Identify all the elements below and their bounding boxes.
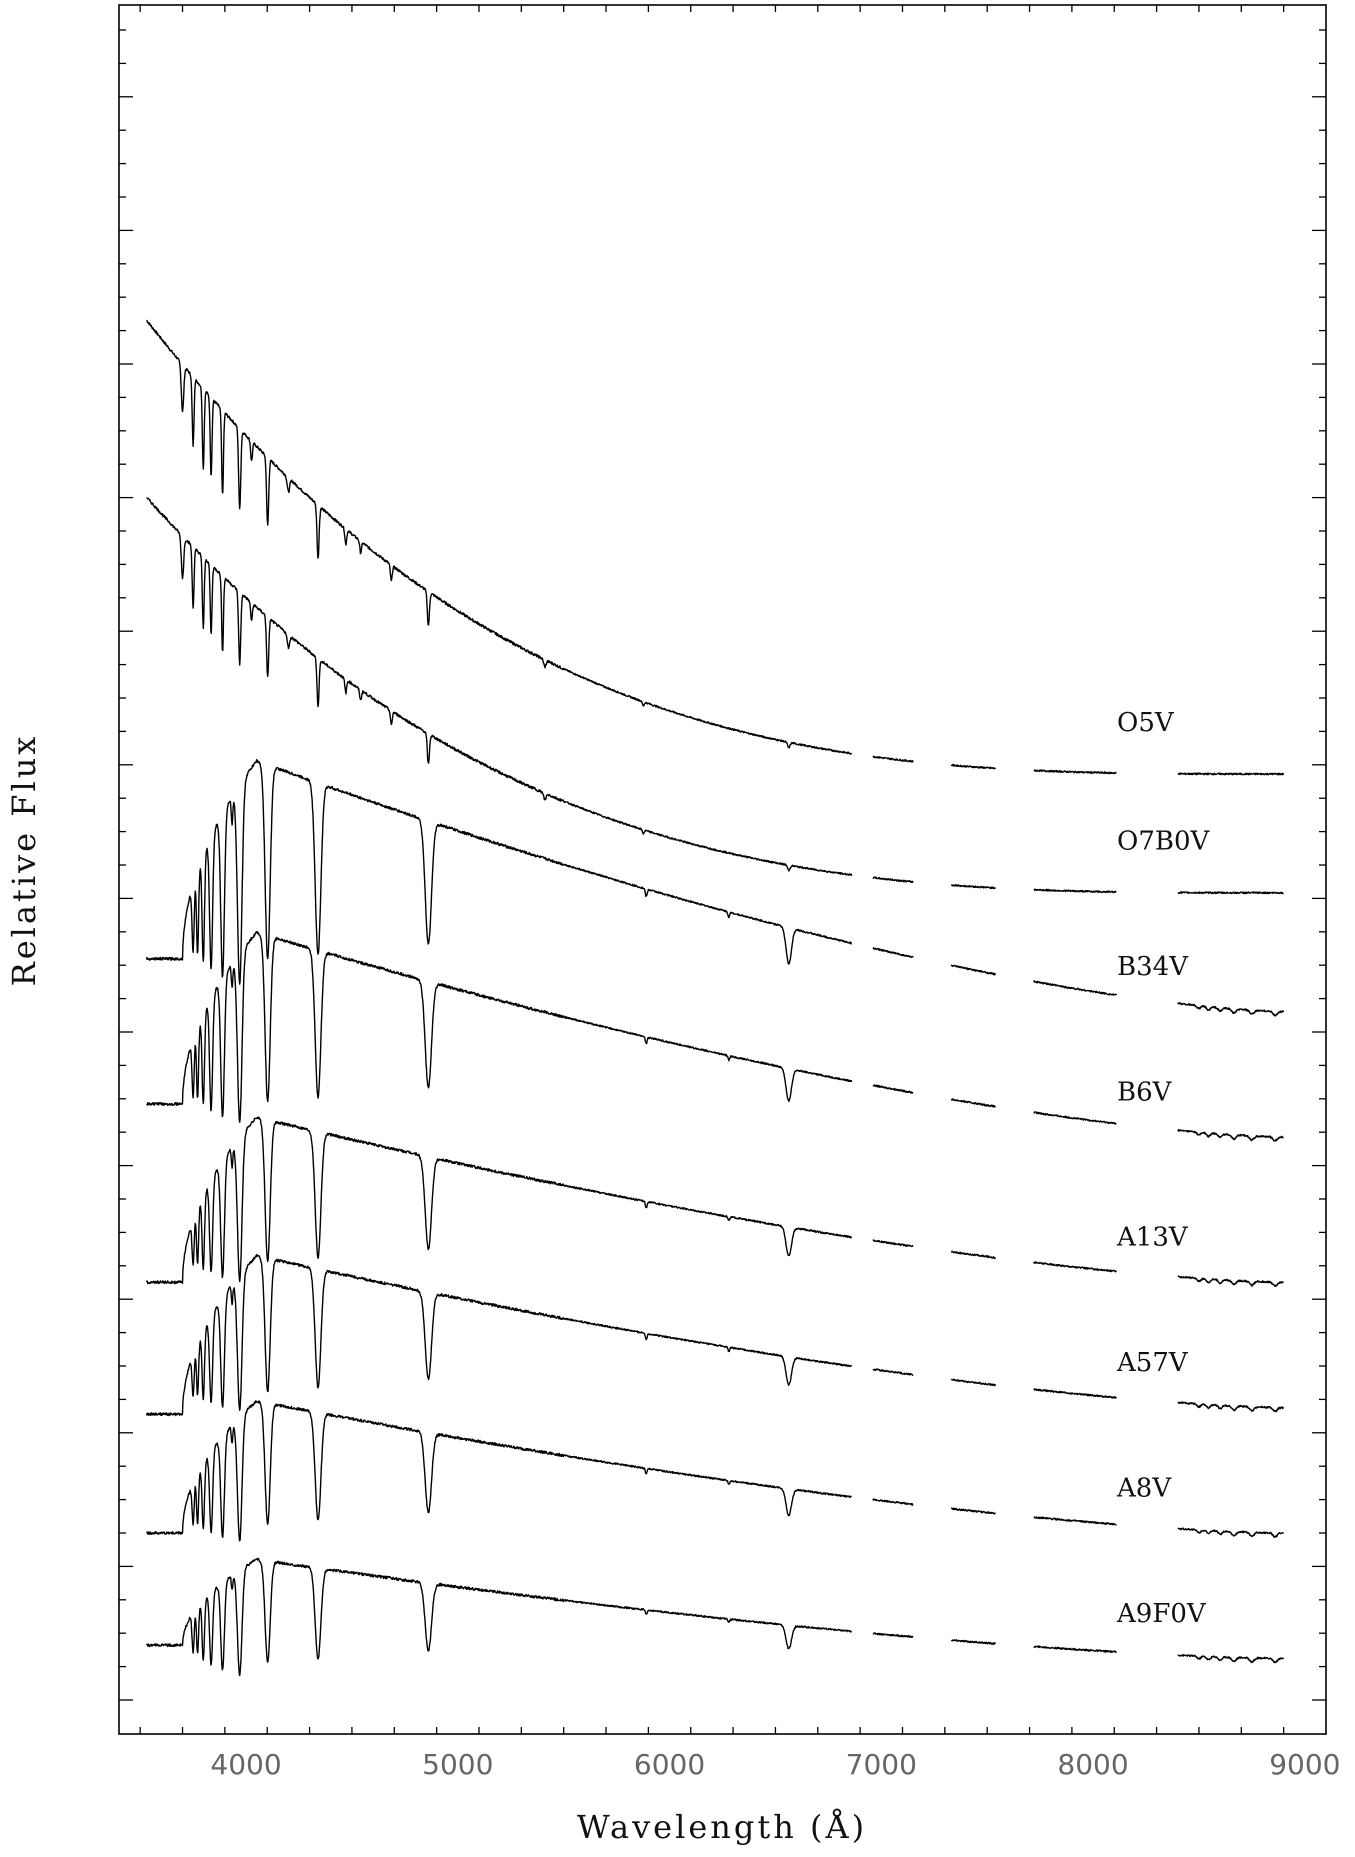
x-tick-label: 5000 <box>422 1748 493 1781</box>
spectra-group <box>145 319 1285 1677</box>
x-axis-title: Wavelength (Å) <box>577 1808 867 1846</box>
x-tick-labels: 4000 5000 6000 7000 8000 9000 <box>210 1748 1340 1781</box>
x-tick-label: 7000 <box>846 1748 917 1781</box>
spectrum-a57v <box>145 1254 1285 1417</box>
series-label: A8V <box>1116 1473 1172 1503</box>
spectrum-o7b0v <box>146 497 1285 895</box>
series-label: A9F0V <box>1116 1599 1207 1629</box>
spectrum-b34v <box>145 759 1285 1017</box>
x-tick-label: 9000 <box>1269 1748 1340 1781</box>
y-axis-title: Relative Flux <box>5 734 43 987</box>
x-tick-label: 4000 <box>210 1748 281 1781</box>
series-labels: O5V O7B0V B34V B6V A13V A57V A8V A9F0V <box>1116 708 1211 1629</box>
spectrum-a9f0v <box>146 1557 1285 1677</box>
series-label: A57V <box>1116 1348 1189 1378</box>
spectrum-a13v <box>145 1116 1284 1287</box>
series-label: B6V <box>1117 1077 1173 1107</box>
axis-ticks <box>119 5 1326 1734</box>
x-tick-label: 6000 <box>634 1748 705 1781</box>
spectrum-o5v <box>146 319 1285 776</box>
series-label: O5V <box>1117 708 1175 738</box>
spectrum-a8v <box>146 1400 1285 1542</box>
series-label: B34V <box>1117 952 1189 982</box>
series-label: A13V <box>1116 1223 1189 1253</box>
plot-frame <box>118 4 1327 1735</box>
spectrum-b6v <box>146 930 1284 1142</box>
series-label: O7B0V <box>1117 827 1211 857</box>
x-tick-label: 8000 <box>1057 1748 1128 1781</box>
